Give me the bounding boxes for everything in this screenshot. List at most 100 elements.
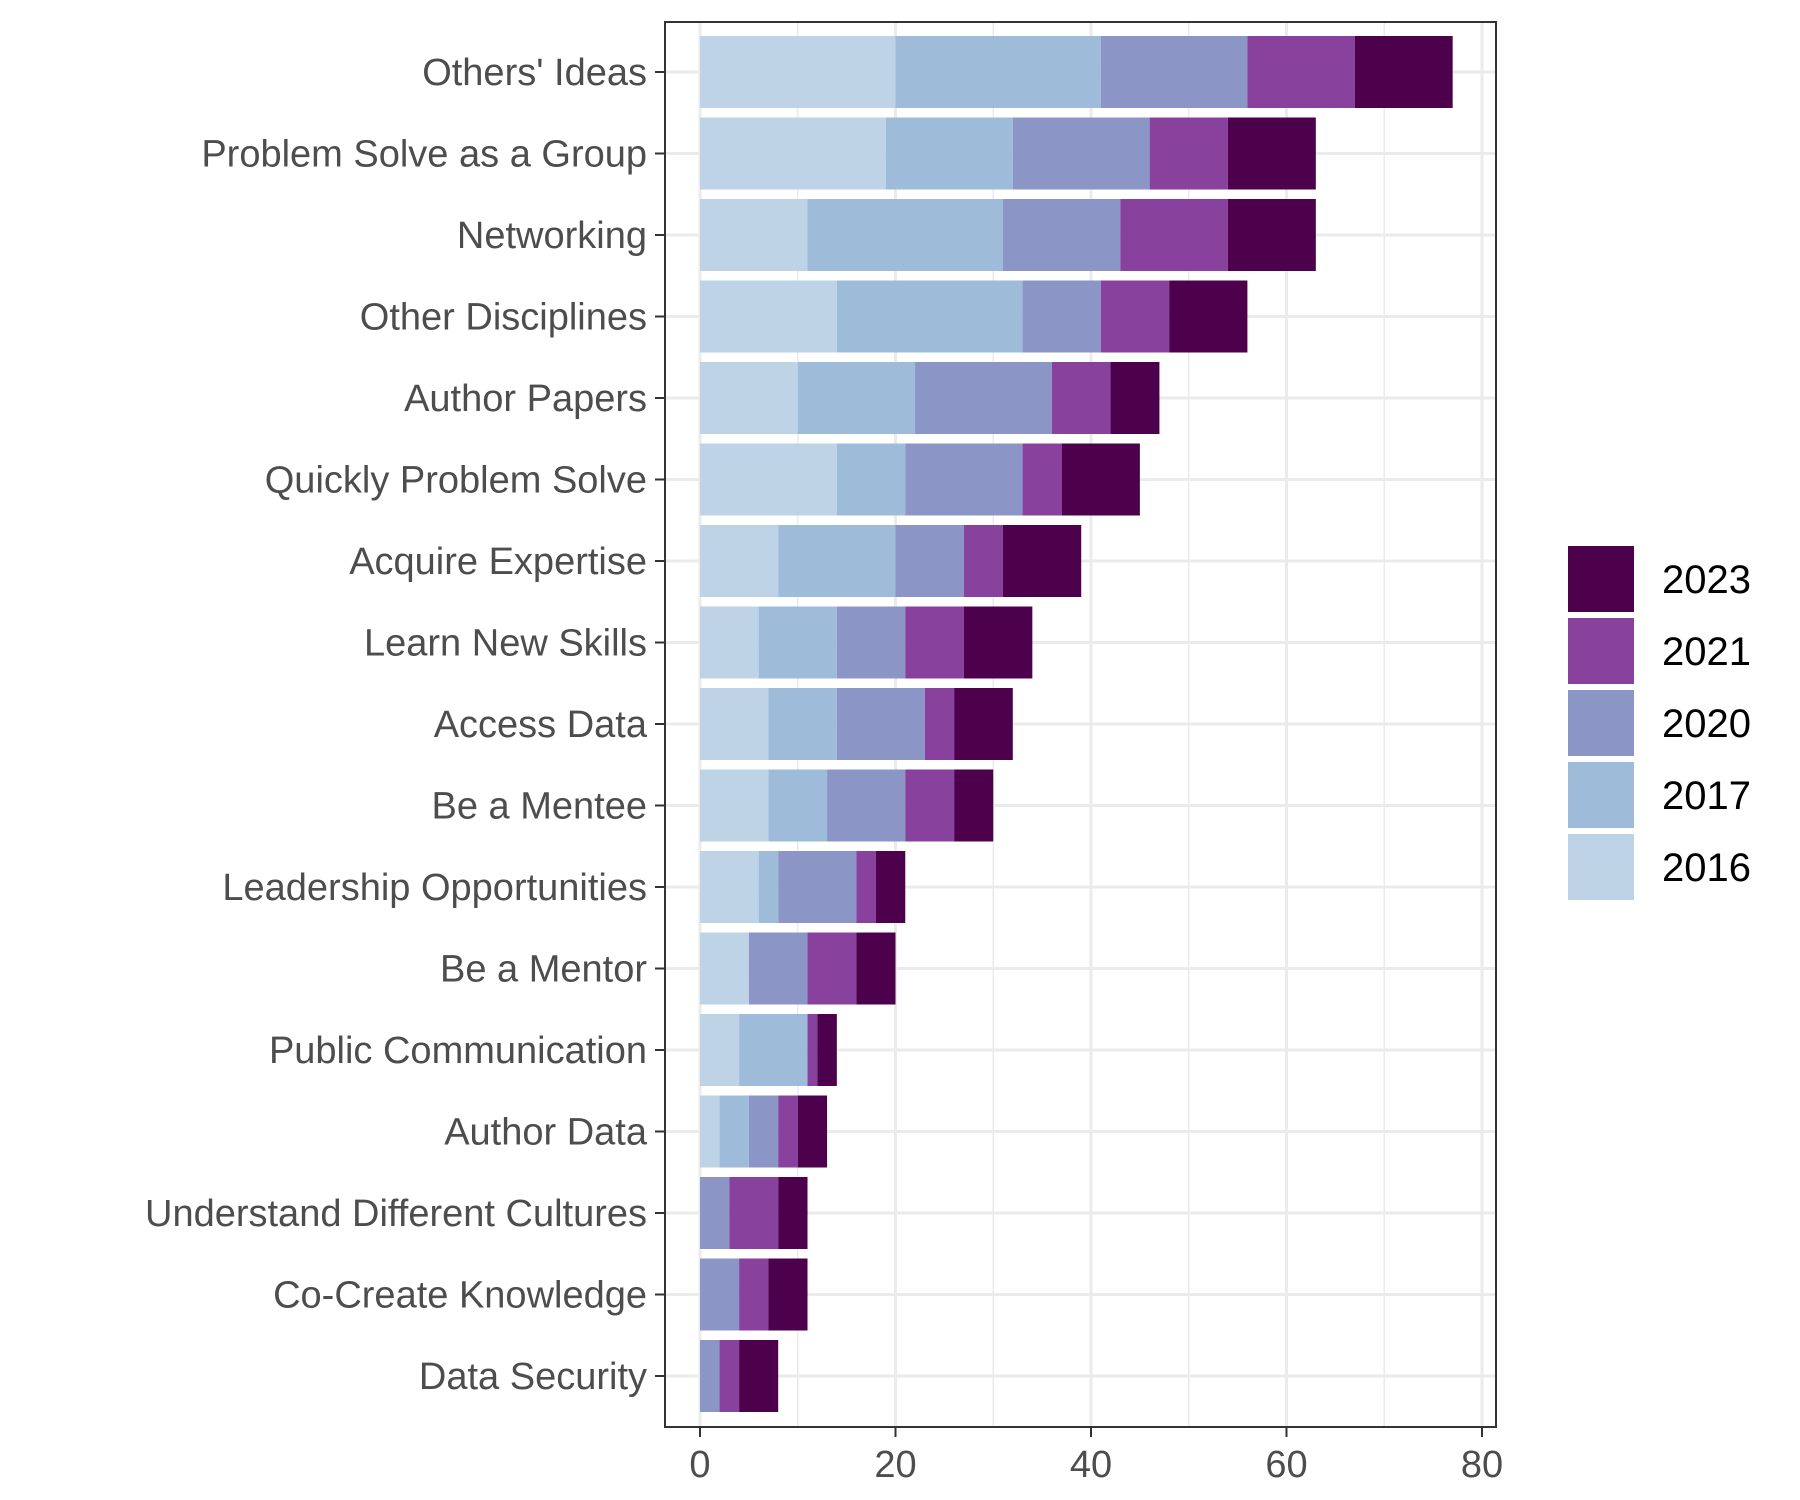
bar-segment-2023 [1003, 525, 1082, 597]
y-tick-label: Public Communication [269, 1030, 647, 1072]
bar-segment-2023 [963, 606, 1033, 679]
legend-label: 2023 [1662, 558, 1751, 602]
y-tick-label: Learn New Skills [364, 623, 647, 665]
bar-segment-2020 [915, 362, 1052, 434]
y-tick-label: Access Data [434, 704, 648, 746]
bar-segment-2016 [700, 443, 837, 516]
legend-key-2020 [1568, 690, 1634, 756]
bar-segment-2021 [1022, 443, 1062, 516]
bar-segment-2020 [1100, 36, 1248, 108]
bar-segment-2016 [700, 769, 769, 842]
bar-segment-2021 [905, 606, 964, 679]
bar-segment-2016 [700, 606, 759, 679]
legend-key-2017 [1568, 762, 1634, 828]
legend-key-2016 [1568, 834, 1634, 900]
bar-segment-2020 [836, 606, 906, 679]
y-axis-ticks: Others' Ideas Problem Solve as a Group Net… [145, 52, 665, 1398]
bar-segment-2016 [700, 117, 886, 190]
x-tick-label: 20 [874, 1444, 916, 1486]
bar-segment-2020 [905, 443, 1023, 516]
bar-segment-2016 [700, 280, 837, 353]
legend-key-2023 [1568, 546, 1634, 612]
bar-segment-2021 [807, 932, 857, 1005]
bar-segment-2016 [700, 362, 798, 434]
x-tick-label: 40 [1070, 1444, 1112, 1486]
bar-segment-2017 [739, 1014, 808, 1086]
bar-segment-2021 [1051, 362, 1111, 434]
bar-segment-2021 [1100, 280, 1170, 353]
legend-label: 2020 [1662, 702, 1751, 746]
bar-segment-2021 [807, 1014, 818, 1086]
bar-segment-2017 [758, 606, 837, 679]
bar-segment-2017 [778, 525, 896, 597]
bar-segment-2017 [797, 362, 916, 434]
bar-segment-2016 [700, 688, 769, 760]
bar-segment-2020 [827, 769, 906, 842]
bar-segment-2016 [700, 1014, 740, 1086]
bar-segment-2023 [778, 1177, 808, 1249]
legend-label: 2017 [1662, 774, 1751, 818]
y-tick-label: Data Security [419, 1356, 647, 1398]
bar-segment-2016 [700, 36, 896, 108]
bar-segment-2017 [719, 1095, 749, 1168]
bar-segment-2023 [768, 1258, 808, 1331]
bar-segment-2020 [700, 1258, 740, 1331]
bar-segment-2023 [797, 1095, 828, 1168]
bar-segment-2021 [1120, 199, 1228, 271]
bar-segment-2017 [768, 769, 828, 842]
bar-segment-2023 [1354, 36, 1453, 108]
y-tick-label: Leadership Opportunities [222, 867, 647, 909]
y-tick-label: Be a Mentee [432, 786, 647, 828]
bar-segment-2017 [807, 199, 1004, 271]
bar-segment-2016 [700, 1095, 720, 1168]
legend-key-2021 [1568, 618, 1634, 684]
bar-segment-2021 [1247, 36, 1355, 108]
bar-segment-2023 [739, 1340, 779, 1412]
bar-segment-2017 [768, 688, 837, 760]
y-tick-label: Co-Create Knowledge [273, 1275, 647, 1317]
y-tick-label: Be a Mentor [440, 949, 647, 991]
bar-segment-2020 [1003, 199, 1121, 271]
bar-segment-2021 [739, 1258, 769, 1331]
y-tick-label: Author Papers [404, 378, 647, 420]
legend-label: 2016 [1662, 846, 1751, 890]
bar-segment-2021 [729, 1177, 779, 1249]
bar-segment-2017 [758, 851, 779, 923]
bar-segment-2021 [924, 688, 955, 760]
y-tick-label: Quickly Problem Solve [265, 460, 647, 502]
bar-segment-2023 [954, 769, 994, 842]
x-tick-label: 0 [689, 1444, 710, 1486]
bar-segment-2020 [836, 688, 925, 760]
bar-segment-2021 [778, 1095, 798, 1168]
bar-segment-2023 [875, 851, 906, 923]
x-tick-label: 80 [1461, 1444, 1503, 1486]
bar-segment-2020 [895, 525, 964, 597]
bar-segment-2017 [895, 36, 1101, 108]
bar-segment-2021 [905, 769, 955, 842]
bar-segment-2023 [954, 688, 1013, 760]
y-tick-label: Networking [457, 215, 647, 257]
bar-segment-2021 [719, 1340, 740, 1412]
bar-segment-2020 [700, 1340, 720, 1412]
bar-segment-2023 [856, 932, 896, 1005]
bar-segment-2023 [817, 1014, 837, 1086]
bar-segment-2023 [1227, 199, 1316, 271]
bar-segment-2016 [700, 525, 779, 597]
bar-segment-2023 [1061, 443, 1140, 516]
bar-segment-2016 [700, 199, 808, 271]
bar-segment-2021 [963, 525, 1004, 597]
x-tick-label: 60 [1265, 1444, 1307, 1486]
y-tick-label: Problem Solve as a Group [201, 134, 647, 176]
bar-segment-2023 [1110, 362, 1160, 434]
bar-segment-2017 [836, 443, 906, 516]
bar-segment-2017 [885, 117, 1013, 190]
y-tick-label: Acquire Expertise [349, 541, 647, 583]
bar-segment-2023 [1169, 280, 1248, 353]
bar-segment-2016 [700, 851, 759, 923]
bar-segment-2017 [836, 280, 1023, 353]
bar-segment-2020 [748, 932, 808, 1005]
x-axis-ticks: 0 20 40 60 80 [689, 1427, 1503, 1486]
bar-segment-2020 [700, 1177, 730, 1249]
